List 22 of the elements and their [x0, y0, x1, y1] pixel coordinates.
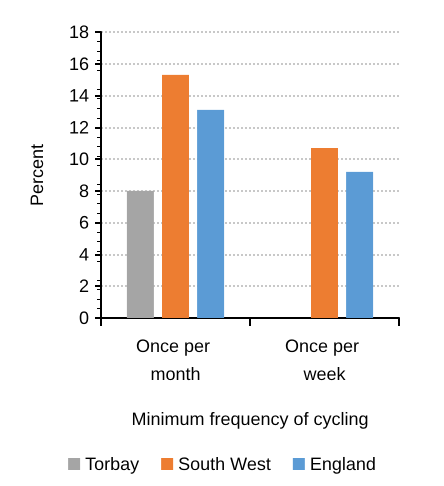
x-axis-title: Minimum frequency of cycling [131, 409, 369, 429]
y-tick-label: 0 [78, 308, 89, 328]
y-tick-label: 16 [68, 54, 89, 74]
bar [126, 190, 154, 318]
bar [311, 148, 338, 318]
y-tick-label: 10 [68, 149, 89, 170]
legend-label: England [310, 454, 376, 474]
y-tick-label: 14 [68, 86, 89, 106]
bar [162, 74, 189, 318]
y-tick-label: 2 [78, 276, 89, 296]
x-tick-label: Once per week [284, 336, 364, 384]
legend-label: South West [178, 454, 271, 474]
y-tick-label: 4 [78, 244, 89, 264]
y-tick-label: 18 [68, 22, 89, 42]
y-tick-label: 12 [68, 117, 89, 138]
x-tick-label: Once per month [136, 336, 216, 384]
bar [346, 172, 374, 318]
y-tick-label: 6 [78, 212, 89, 233]
bar [197, 110, 224, 318]
legend-label: Torbay [85, 454, 140, 474]
y-tick-label: 8 [78, 180, 89, 201]
y-axis-title: Percent [27, 144, 47, 206]
